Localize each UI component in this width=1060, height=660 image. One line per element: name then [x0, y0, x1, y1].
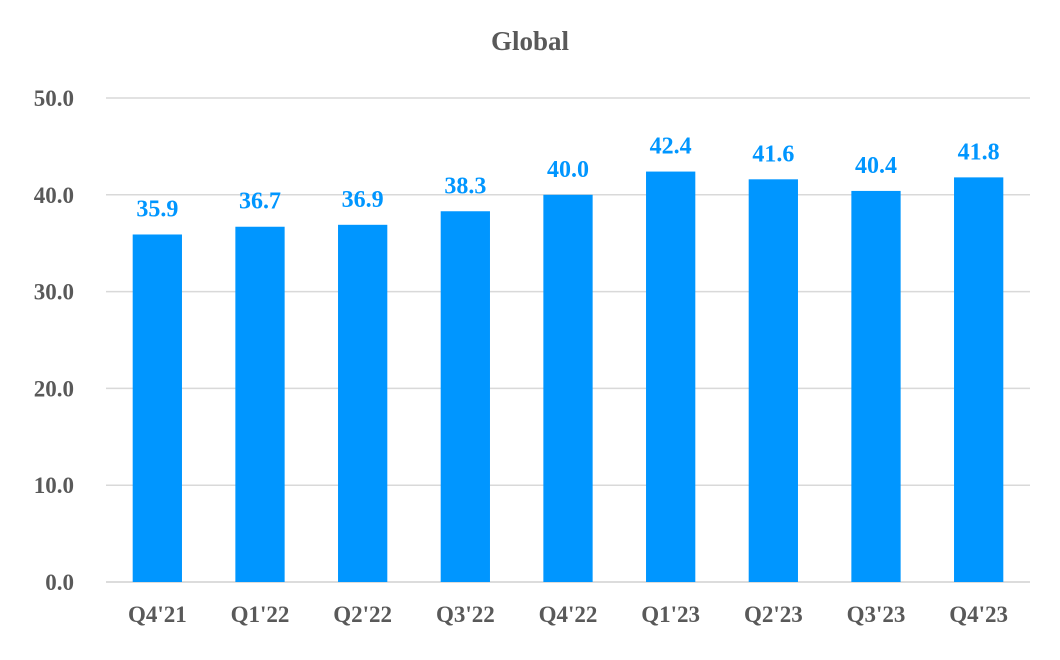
data-label: 36.9 — [342, 187, 384, 213]
x-tick-label: Q4'21 — [128, 602, 187, 627]
data-label: 41.6 — [752, 141, 794, 167]
x-axis-ticks: Q4'21 Q1'22 Q2'22 Q3'22 Q4'22 Q1'23 Q2'23 Q3'23… — [128, 602, 1008, 627]
bar — [646, 171, 696, 582]
x-tick-label: Q3'23 — [847, 602, 906, 627]
x-tick-label: Q4'22 — [539, 602, 598, 627]
y-axis-ticks: 0.0 10.0 20.0 30.0 40.0 50.0 — [34, 86, 74, 595]
data-label: 41.8 — [958, 139, 1000, 165]
bar — [543, 194, 593, 583]
bar — [748, 179, 798, 582]
y-tick-label: 30.0 — [34, 280, 74, 305]
x-tick-label: Q1'22 — [231, 602, 290, 627]
x-tick-label: Q3'22 — [436, 602, 495, 627]
chart-title: Global — [491, 26, 570, 56]
y-tick-label: 40.0 — [34, 183, 74, 208]
bar — [235, 226, 285, 582]
data-label: 42.4 — [650, 134, 692, 160]
bar — [132, 234, 182, 582]
data-labels: 35.9 36.7 36.9 38.3 40.0 42.4 41.6 40.4 41.8 — [136, 134, 999, 223]
x-tick-label: Q2'22 — [333, 602, 392, 627]
data-label: 40.4 — [855, 153, 897, 179]
data-label: 36.7 — [239, 189, 281, 215]
y-tick-label: 0.0 — [45, 570, 74, 595]
data-label: 38.3 — [444, 173, 486, 199]
y-tick-label: 20.0 — [34, 376, 74, 401]
bar — [851, 190, 901, 583]
x-tick-label: Q2'23 — [744, 602, 803, 627]
bars — [132, 171, 1004, 583]
y-tick-label: 10.0 — [34, 473, 74, 498]
bar — [338, 224, 388, 583]
data-label: 35.9 — [136, 196, 178, 222]
data-label: 40.0 — [547, 157, 589, 183]
bar — [954, 177, 1004, 582]
bar — [440, 211, 490, 583]
x-tick-label: Q4'23 — [949, 602, 1008, 627]
y-tick-label: 50.0 — [34, 86, 74, 111]
x-tick-label: Q1'23 — [641, 602, 700, 627]
